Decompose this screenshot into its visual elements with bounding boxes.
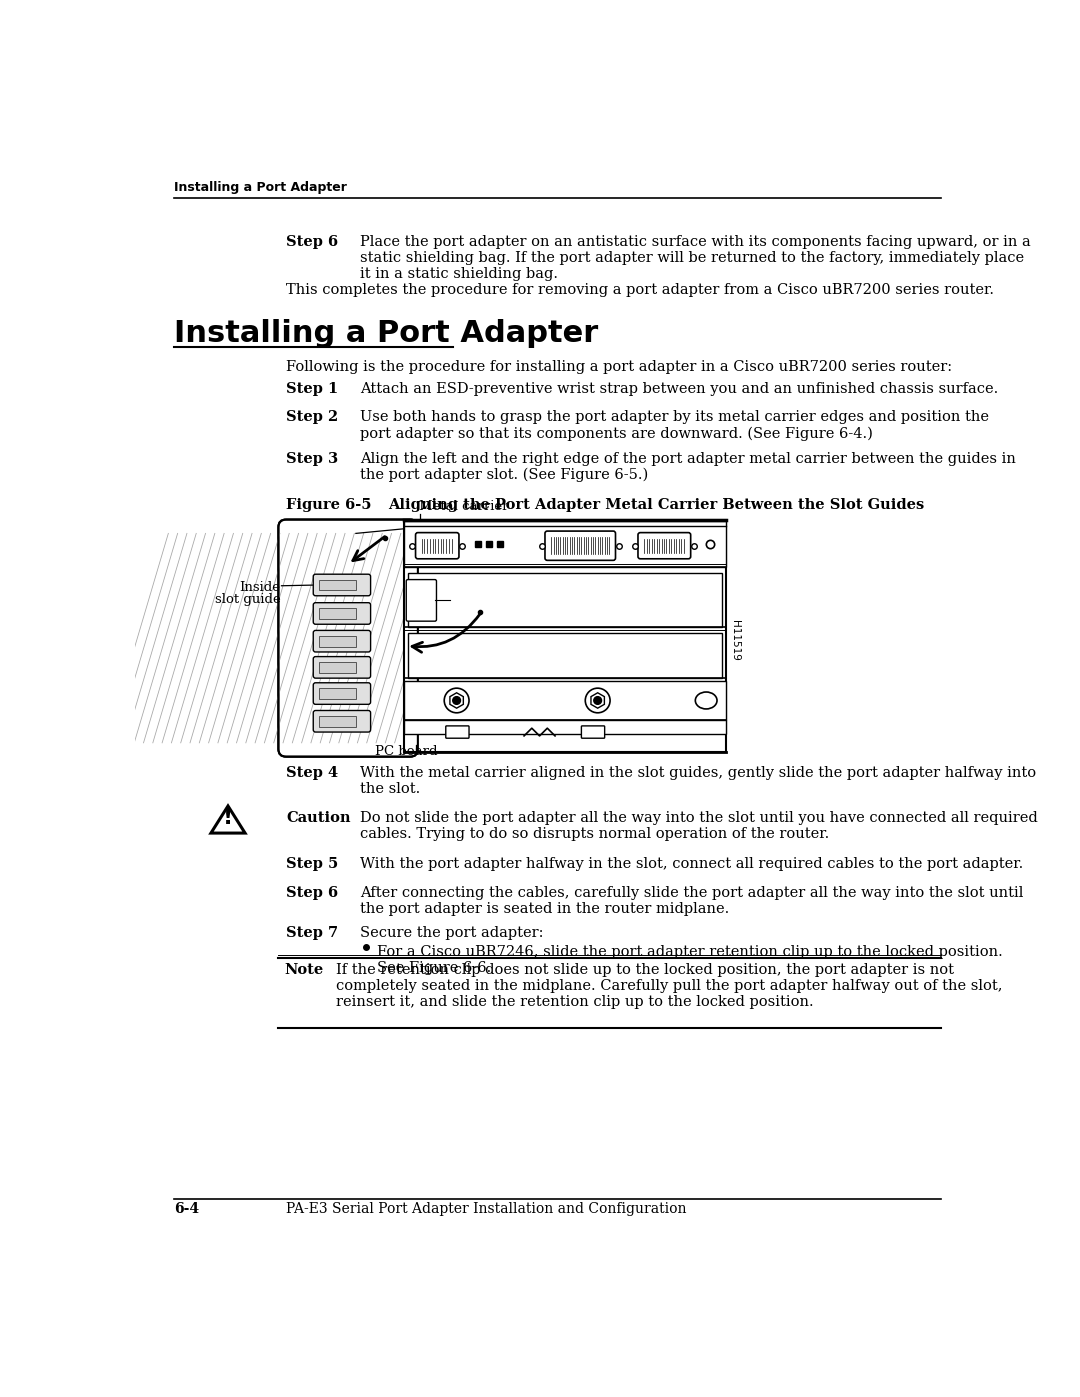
Ellipse shape	[696, 692, 717, 708]
Circle shape	[453, 697, 460, 704]
Text: Installing a Port Adapter: Installing a Port Adapter	[174, 180, 347, 194]
Text: Aligning the Port Adapter Metal Carrier Between the Slot Guides: Aligning the Port Adapter Metal Carrier …	[389, 497, 924, 511]
Text: !: !	[222, 807, 233, 827]
Text: Step 7: Step 7	[286, 926, 338, 940]
Bar	[319, 715, 356, 726]
Text: This completes the procedure for removing a port adapter from a Cisco uBR7200 se: This completes the procedure for removin…	[286, 284, 994, 298]
Text: PA-E3 Serial Port Adapter Installation and Configuration: PA-E3 Serial Port Adapter Installation a…	[286, 1201, 687, 1215]
Bar	[404, 719, 726, 733]
Circle shape	[585, 689, 610, 712]
Bar	[319, 608, 356, 619]
Bar	[319, 662, 356, 673]
FancyBboxPatch shape	[279, 520, 418, 757]
Text: Secure the port adapter:: Secure the port adapter:	[360, 926, 543, 940]
FancyBboxPatch shape	[416, 532, 459, 559]
FancyBboxPatch shape	[313, 683, 370, 704]
FancyBboxPatch shape	[545, 531, 616, 560]
Polygon shape	[211, 806, 245, 833]
Text: Place the port adapter on an antistatic surface with its components facing upwar: Place the port adapter on an antistatic …	[360, 235, 1030, 281]
Text: Inside: Inside	[240, 581, 281, 594]
Text: Use both hands to grasp the port adapter by its metal carrier edges and position: Use both hands to grasp the port adapter…	[360, 411, 989, 441]
Text: Attach an ESD-preventive wrist strap between you and an unfinished chassis surfa: Attach an ESD-preventive wrist strap bet…	[360, 383, 998, 397]
FancyBboxPatch shape	[638, 532, 691, 559]
Bar	[319, 580, 356, 591]
Circle shape	[594, 697, 602, 704]
Text: Do not slide the port adapter all the way into the slot until you have connected: Do not slide the port adapter all the wa…	[360, 810, 1038, 841]
Text: H11519: H11519	[730, 620, 740, 661]
Circle shape	[444, 689, 469, 712]
Bar	[408, 633, 721, 678]
FancyBboxPatch shape	[313, 630, 370, 652]
Text: Step 2: Step 2	[286, 411, 338, 425]
Bar	[404, 520, 726, 752]
FancyBboxPatch shape	[313, 711, 370, 732]
Bar	[404, 682, 726, 719]
Text: After connecting the cables, carefully slide the port adapter all the way into t: After connecting the cables, carefully s…	[360, 886, 1023, 916]
Text: If the retention clip does not slide up to the locked position, the port adapter: If the retention clip does not slide up …	[337, 963, 1003, 1010]
Text: Caution: Caution	[286, 810, 351, 824]
Text: With the metal carrier aligned in the slot guides, gently slide the port adapter: With the metal carrier aligned in the sl…	[360, 766, 1036, 796]
FancyBboxPatch shape	[313, 657, 370, 678]
FancyBboxPatch shape	[313, 574, 370, 595]
Text: Step 3: Step 3	[286, 451, 338, 465]
FancyBboxPatch shape	[446, 726, 469, 738]
Text: Note: Note	[284, 963, 324, 977]
Text: Align the left and the right edge of the port adapter metal carrier between the : Align the left and the right edge of the…	[360, 451, 1015, 482]
Text: Installing a Port Adapter: Installing a Port Adapter	[174, 320, 598, 348]
FancyBboxPatch shape	[581, 726, 605, 738]
Text: slot guide: slot guide	[215, 594, 281, 606]
FancyBboxPatch shape	[406, 580, 436, 622]
Bar	[408, 573, 721, 627]
Text: For a Cisco uBR7246, slide the port adapter retention clip up to the locked posi: For a Cisco uBR7246, slide the port adap…	[377, 944, 1002, 975]
FancyBboxPatch shape	[313, 602, 370, 624]
Text: Following is the procedure for installing a port adapter in a Cisco uBR7200 seri: Following is the procedure for installin…	[286, 360, 953, 374]
Bar	[404, 521, 726, 567]
Text: Figure 6-5: Figure 6-5	[286, 497, 372, 511]
Text: PC board: PC board	[375, 745, 437, 759]
Text: Metal carrier: Metal carrier	[419, 500, 509, 513]
Text: Step 5: Step 5	[286, 856, 338, 870]
Bar	[319, 636, 356, 647]
Text: Step 1: Step 1	[286, 383, 338, 397]
Text: Step 6: Step 6	[286, 235, 338, 249]
Text: With the port adapter halfway in the slot, connect all required cables to the po: With the port adapter halfway in the slo…	[360, 856, 1023, 870]
Text: 6-4: 6-4	[174, 1201, 199, 1215]
Text: Step 6: Step 6	[286, 886, 338, 900]
Bar	[319, 689, 356, 698]
Text: Step 4: Step 4	[286, 766, 338, 780]
